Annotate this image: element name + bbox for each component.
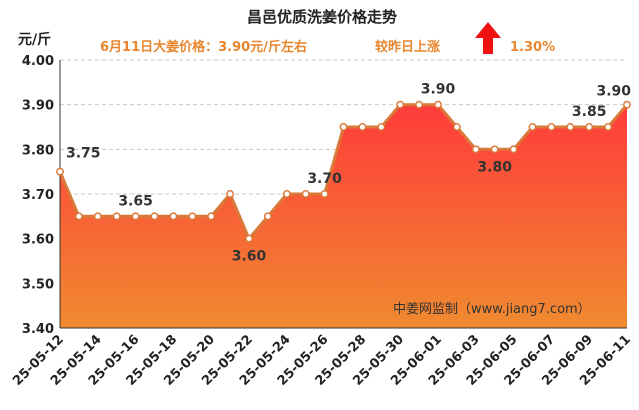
- series-points: [56, 100, 631, 243]
- data-point: [585, 123, 594, 131]
- data-point: [377, 123, 386, 131]
- data-point: [301, 190, 310, 198]
- x-tick-labels: 25-05-1225-05-1425-05-1625-05-1825-05-20…: [10, 332, 634, 389]
- data-point: [623, 100, 631, 109]
- data-point: [188, 212, 197, 221]
- data-label: 3.90: [421, 82, 456, 98]
- data-point: [56, 167, 64, 176]
- data-point: [112, 212, 121, 221]
- data-point: [74, 212, 83, 221]
- data-point: [604, 123, 613, 131]
- data-point: [471, 145, 480, 154]
- y-tick-label: 3.70: [22, 188, 54, 203]
- data-label: 3.70: [307, 171, 342, 187]
- data-point: [509, 145, 518, 154]
- data-point: [490, 145, 499, 154]
- axes: [59, 60, 627, 329]
- chart-title: 昌邑优质洗姜价格走势: [247, 8, 397, 26]
- y-tick-label: 3.40: [22, 322, 54, 337]
- data-point: [150, 212, 159, 221]
- data-point: [396, 100, 405, 109]
- data-point: [339, 123, 348, 131]
- data-point: [282, 190, 291, 198]
- change-value: 1.30%: [510, 40, 555, 55]
- data-point: [528, 123, 537, 131]
- y-tick-label: 4.00: [22, 54, 54, 69]
- data-point: [566, 123, 575, 131]
- y-axis-unit: 元/斤: [18, 31, 51, 48]
- data-point: [131, 212, 140, 221]
- data-label: 3.80: [477, 159, 512, 175]
- compare-text: 较昨日上涨: [375, 39, 440, 55]
- data-label: 3.85: [572, 104, 607, 120]
- up-arrow-icon: [475, 22, 501, 54]
- data-point: [415, 100, 424, 109]
- data-label: 3.60: [232, 249, 267, 265]
- data-label: 3.90: [596, 84, 631, 100]
- data-point: [320, 190, 329, 198]
- data-point: [207, 212, 216, 221]
- data-labels: 3.75 3.65 3.60 3.70 3.90 3.80 3.85 3.90: [66, 82, 631, 265]
- data-point: [226, 190, 235, 198]
- watermark: 中姜网监制（www.jiang7.com）: [393, 302, 591, 317]
- data-point: [434, 100, 442, 109]
- y-tick-label: 3.50: [22, 277, 54, 292]
- data-label: 3.65: [118, 193, 153, 209]
- y-tick-label: 3.80: [22, 143, 54, 158]
- data-point: [263, 212, 272, 221]
- data-point: [93, 212, 102, 221]
- data-point: [245, 234, 253, 243]
- chart-subtitle: 6月11日大姜价格：3.90元/斤左右: [100, 39, 307, 55]
- y-tick-labels: 4.00 3.90 3.80 3.70 3.60 3.50 3.40: [22, 54, 54, 337]
- area-shape: [60, 104, 627, 328]
- data-label: 3.75: [66, 146, 101, 162]
- data-point: [452, 123, 461, 131]
- data-point: [169, 212, 178, 221]
- y-tick-label: 3.90: [22, 99, 54, 114]
- y-tick-label: 3.60: [22, 233, 54, 248]
- area-fill: [60, 104, 627, 328]
- data-point: [547, 123, 556, 131]
- data-point: [358, 123, 367, 131]
